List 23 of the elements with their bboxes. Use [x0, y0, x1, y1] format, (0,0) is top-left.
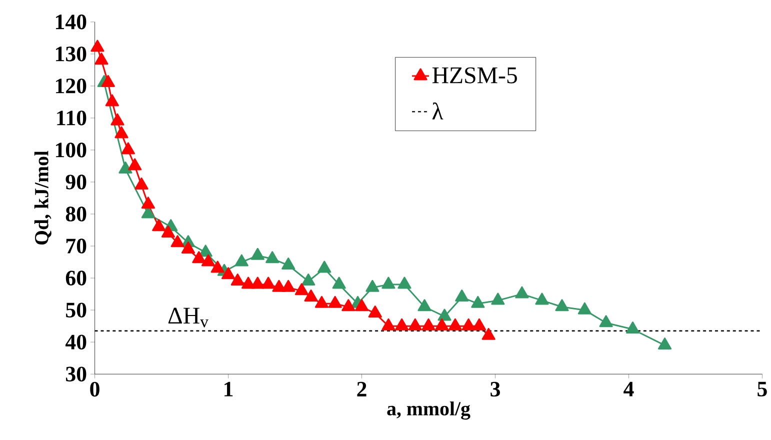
- y-axis-title: Qd, kJ/mol: [34, 150, 52, 245]
- legend-label: λ: [432, 102, 444, 120]
- x-tick-label: 4: [624, 382, 634, 396]
- y-tick-label: 140: [56, 14, 86, 30]
- y-tick-label: 50: [66, 302, 86, 318]
- x-tick-label: 0: [90, 382, 100, 397]
- y-tick-label: 130: [56, 46, 86, 62]
- y-tick-label: 100: [56, 142, 86, 158]
- y-tick-label: 60: [66, 270, 86, 286]
- y-tick-label: 70: [66, 238, 86, 254]
- annotation: ΔH$_{v}$: [168, 308, 208, 328]
- y-tick-label: 110: [57, 110, 86, 126]
- x-tick-label: 3: [490, 382, 500, 397]
- y-tick-label: 40: [65, 334, 86, 350]
- y-tick-label: 30: [66, 366, 86, 382]
- y-tick-label: 80: [66, 206, 86, 222]
- x-axis-title: a, mmol/g: [387, 401, 470, 420]
- x-tick-label: 1: [224, 382, 233, 396]
- y-tick-label: 90: [66, 174, 86, 190]
- x-tick-label: 2: [357, 382, 366, 396]
- x-tick-label: 5: [758, 382, 767, 396]
- y-tick-label: 120: [56, 78, 86, 94]
- legend-label: HZSM-5: [432, 67, 517, 84]
